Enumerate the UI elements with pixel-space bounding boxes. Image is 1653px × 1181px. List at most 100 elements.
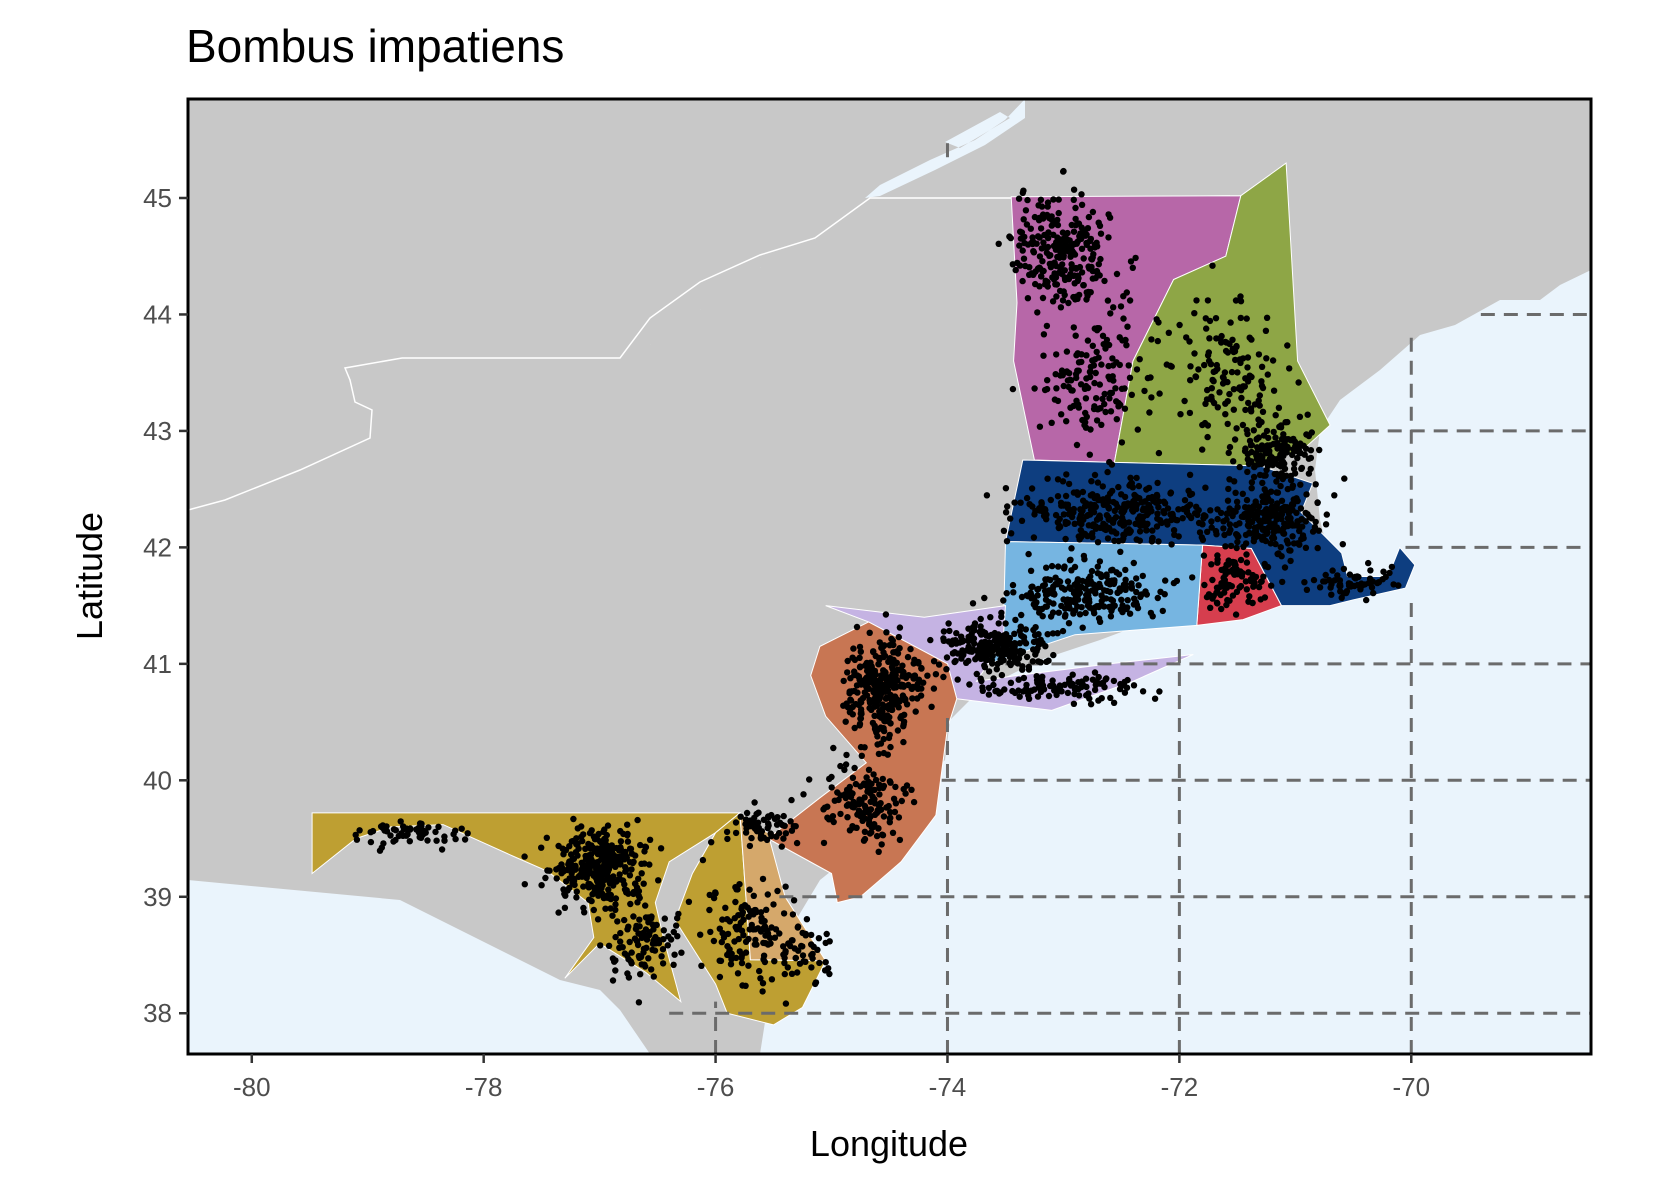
occurrence-point-222 [1061, 267, 1069, 274]
occurrence-point-2427 [732, 819, 740, 826]
occurrence-point-2225 [856, 654, 863, 661]
occurrence-point-1458 [1035, 585, 1042, 593]
occurrence-point-2227 [887, 679, 895, 687]
x-tick-label-5: -72 [1161, 1072, 1199, 1102]
occurrence-point-1511 [1236, 584, 1243, 591]
occurrence-point-974 [1119, 508, 1126, 516]
occurrence-point-1234 [1133, 575, 1140, 582]
occurrence-point-2451 [732, 829, 740, 837]
occurrence-point-2185 [856, 643, 864, 651]
occurrence-point-1905 [1070, 700, 1078, 707]
occurrence-point-2806 [387, 832, 394, 839]
occurrence-point-1375 [1115, 571, 1123, 578]
occurrence-point-348 [1063, 348, 1071, 355]
occurrence-point-499 [1275, 404, 1283, 411]
occurrence-point-1552 [1365, 559, 1372, 567]
occurrence-point-1127 [1252, 498, 1259, 505]
occurrence-point-1198 [1311, 523, 1319, 531]
occurrence-point-2249 [873, 692, 881, 700]
occurrence-point-2346 [879, 775, 886, 783]
occurrence-point-2913 [673, 922, 680, 929]
occurrence-point-1000 [1105, 505, 1113, 512]
occurrence-point-479 [1258, 363, 1266, 370]
occurrence-point-3030 [757, 975, 764, 982]
occurrence-point-945 [1029, 503, 1036, 510]
occurrence-point-1221 [1273, 505, 1281, 512]
occurrence-point-2985 [767, 940, 774, 947]
occurrence-point-128 [1037, 225, 1045, 232]
occurrence-point-2833 [609, 977, 617, 984]
occurrence-point-3039 [720, 934, 728, 941]
occurrence-point-267 [1109, 355, 1116, 362]
occurrence-point-352 [1123, 342, 1130, 349]
occurrence-point-1280 [969, 600, 977, 607]
occurrence-point-459 [1245, 399, 1252, 407]
occurrence-point-2077 [842, 718, 849, 725]
occurrence-point-1508 [1207, 604, 1214, 611]
occurrence-point-1777 [1019, 648, 1027, 655]
occurrence-point-1922 [1034, 693, 1042, 700]
y-tick-label-6: 43 [143, 416, 172, 446]
occurrence-point-2119 [868, 706, 875, 714]
occurrence-point-913 [1083, 512, 1091, 520]
occurrence-point-1918 [1130, 682, 1138, 689]
occurrence-point-83 [1039, 294, 1047, 302]
occurrence-point-1519 [1222, 543, 1229, 550]
occurrence-point-1410 [1107, 588, 1114, 596]
occurrence-point-1091 [1208, 518, 1215, 525]
occurrence-point-337 [1124, 323, 1131, 330]
occurrence-point-2916 [648, 966, 655, 973]
occurrence-point-462 [1193, 297, 1200, 304]
occurrence-point-730 [1047, 496, 1055, 504]
occurrence-point-264 [1098, 361, 1105, 368]
occurrence-point-1088 [1283, 537, 1291, 544]
occurrence-point-647 [1294, 454, 1301, 462]
occurrence-point-3065 [809, 955, 816, 962]
occurrence-point-2108 [881, 652, 889, 659]
occurrence-point-2254 [886, 731, 893, 739]
occurrence-point-2248 [863, 667, 871, 675]
occurrence-point-1792 [945, 638, 952, 645]
occurrence-point-897 [1099, 483, 1107, 490]
occurrence-point-3048 [733, 954, 740, 962]
occurrence-point-921 [1138, 499, 1145, 506]
occurrence-point-2808 [418, 832, 425, 840]
occurrence-point-2389 [876, 791, 883, 798]
occurrence-point-180 [1077, 230, 1084, 237]
occurrence-point-2251 [928, 703, 935, 710]
occurrence-point-3075 [781, 970, 788, 978]
occurrence-point-491 [1239, 421, 1247, 429]
occurrence-point-1397 [1068, 567, 1075, 574]
occurrence-point-2588 [628, 866, 635, 873]
occurrence-point-1194 [1302, 518, 1310, 525]
occurrence-point-2995 [770, 901, 777, 908]
occurrence-point-1784 [998, 635, 1005, 642]
occurrence-point-77 [1041, 244, 1049, 251]
occurrence-point-3055 [816, 959, 823, 967]
occurrence-point-1414 [1060, 596, 1067, 603]
river-channel [865, 99, 1025, 198]
occurrence-point-909 [1039, 507, 1046, 515]
occurrence-point-3042 [706, 906, 713, 914]
occurrence-point-498 [1246, 372, 1254, 379]
occurrence-point-2441 [754, 819, 762, 826]
occurrence-point-2373 [871, 811, 879, 818]
occurrence-point-209 [1036, 234, 1043, 241]
occurrence-point-1403 [981, 594, 988, 602]
occurrence-point-238 [1073, 293, 1080, 300]
occurrence-point-1564 [1331, 577, 1338, 584]
occurrence-point-2691 [604, 868, 612, 876]
occurrence-point-543 [1227, 319, 1234, 326]
occurrence-point-448 [1210, 399, 1218, 407]
occurrence-point-620 [1308, 429, 1316, 436]
occurrence-point-994 [1180, 505, 1187, 513]
occurrence-point-2907 [670, 928, 677, 936]
occurrence-point-1124 [1278, 497, 1286, 504]
occurrence-point-1911 [1110, 677, 1118, 685]
occurrence-point-2796 [377, 823, 385, 830]
occurrence-point-1357 [1135, 582, 1142, 589]
occurrence-point-239 [1065, 299, 1072, 307]
occurrence-point-1575 [1382, 573, 1390, 581]
occurrence-point-2219 [877, 675, 885, 682]
occurrence-point-1455 [1100, 595, 1107, 602]
